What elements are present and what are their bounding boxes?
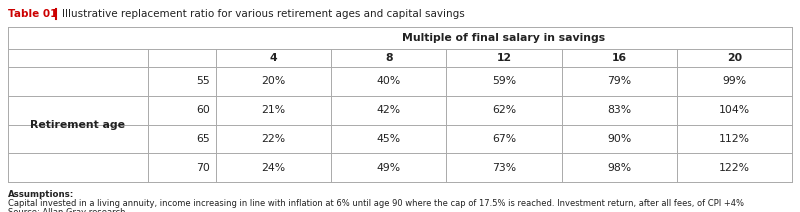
Text: 55: 55 [196, 76, 210, 86]
Text: 104%: 104% [719, 105, 750, 115]
Text: 20%: 20% [262, 76, 286, 86]
Text: 73%: 73% [492, 163, 516, 173]
Text: 98%: 98% [607, 163, 631, 173]
Text: Table 01: Table 01 [8, 9, 58, 19]
Text: 45%: 45% [377, 134, 401, 144]
Text: Source: Allan Gray research.: Source: Allan Gray research. [8, 208, 128, 212]
Text: Capital invested in a living annuity, income increasing in line with inflation a: Capital invested in a living annuity, in… [8, 199, 744, 208]
Text: 99%: 99% [722, 76, 746, 86]
Text: 12: 12 [497, 53, 511, 63]
Text: 22%: 22% [262, 134, 286, 144]
Text: Retirement age: Retirement age [30, 120, 126, 130]
Text: 67%: 67% [492, 134, 516, 144]
Text: 70: 70 [196, 163, 210, 173]
Text: 24%: 24% [262, 163, 286, 173]
Text: 21%: 21% [262, 105, 286, 115]
Text: 59%: 59% [492, 76, 516, 86]
Text: Assumptions:: Assumptions: [8, 190, 74, 199]
Text: Multiple of final salary in savings: Multiple of final salary in savings [402, 33, 606, 43]
Text: 122%: 122% [719, 163, 750, 173]
Text: 20: 20 [727, 53, 742, 63]
Text: 65: 65 [196, 134, 210, 144]
Text: 42%: 42% [377, 105, 401, 115]
Text: 83%: 83% [607, 105, 631, 115]
Text: 62%: 62% [492, 105, 516, 115]
Text: 40%: 40% [377, 76, 401, 86]
Text: Illustrative replacement ratio for various retirement ages and capital savings: Illustrative replacement ratio for vario… [62, 9, 465, 19]
Text: 112%: 112% [719, 134, 750, 144]
Text: 90%: 90% [607, 134, 631, 144]
Text: 49%: 49% [377, 163, 401, 173]
Text: 8: 8 [385, 53, 393, 63]
Text: 4: 4 [270, 53, 278, 63]
Text: 60: 60 [196, 105, 210, 115]
Text: 79%: 79% [607, 76, 631, 86]
Text: 16: 16 [612, 53, 626, 63]
